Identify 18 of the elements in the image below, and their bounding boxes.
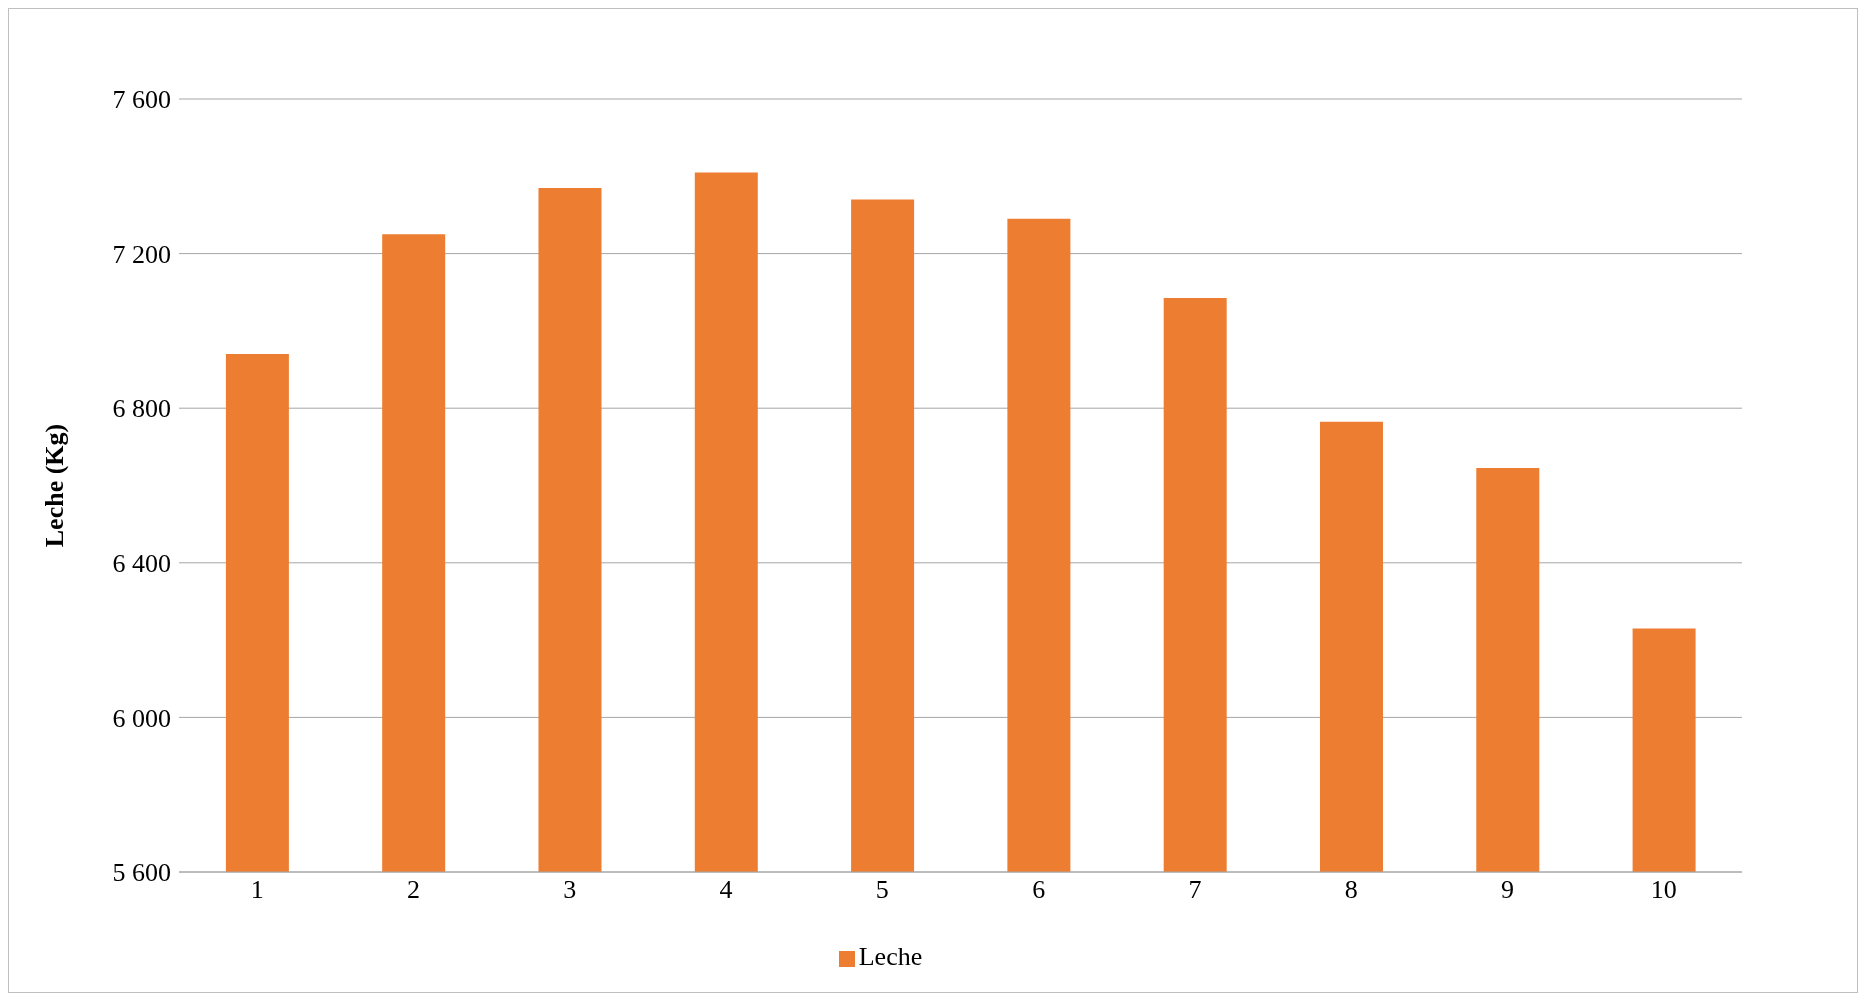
x-tick-label: 9 [1501, 875, 1515, 905]
y-tick-label: 6 400 [112, 549, 171, 579]
x-tick-label: 7 [1188, 875, 1202, 905]
y-tick-label: 7 200 [112, 239, 171, 269]
x-tick-label: 1 [250, 875, 264, 905]
x-tick-label: 10 [1650, 875, 1677, 905]
x-tick-label: 3 [563, 875, 577, 905]
x-tick-label: 6 [1032, 875, 1046, 905]
legend-label: Leche [858, 942, 923, 971]
y-tick-label: 6 000 [112, 703, 171, 733]
y-tick-label: 7 600 [112, 85, 171, 115]
x-tick-label: 5 [875, 875, 889, 905]
y-tick-label: 5 600 [112, 858, 171, 888]
x-tick-label: 8 [1344, 875, 1358, 905]
y-tick-label: 6 800 [112, 394, 171, 424]
y-axis-title: Leche (Kg) [40, 423, 70, 548]
x-tick-label: 4 [719, 875, 733, 905]
x-tick-label: 2 [406, 875, 420, 905]
